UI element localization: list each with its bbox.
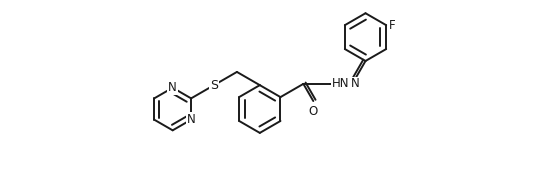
Text: S: S bbox=[210, 79, 218, 92]
Text: HN: HN bbox=[332, 77, 350, 90]
Text: F: F bbox=[389, 19, 396, 32]
Text: N: N bbox=[187, 113, 195, 126]
Text: N: N bbox=[169, 81, 177, 94]
Text: N: N bbox=[350, 77, 359, 90]
Text: O: O bbox=[309, 105, 318, 118]
